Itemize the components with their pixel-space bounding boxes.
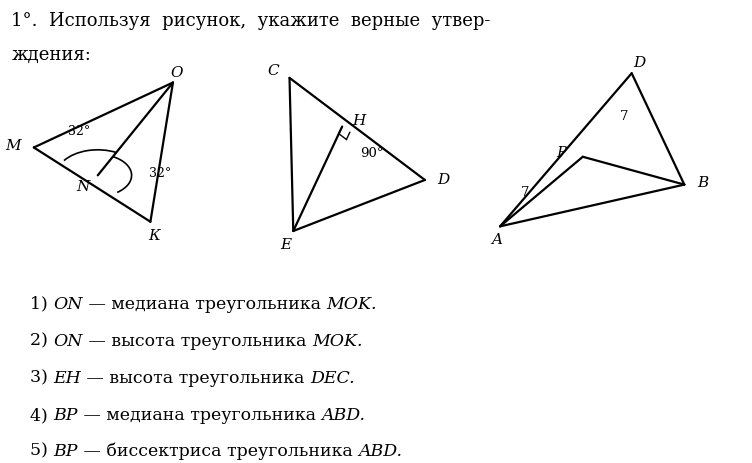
Text: 4): 4): [30, 406, 53, 423]
Text: — высота треугольника: — высота треугольника: [83, 332, 312, 349]
Text: O: O: [171, 66, 183, 80]
Text: К: К: [148, 228, 160, 242]
Text: B: B: [698, 176, 708, 190]
Text: 2): 2): [30, 332, 53, 349]
Text: 1): 1): [30, 295, 53, 312]
Text: ON: ON: [53, 295, 83, 312]
Text: 7: 7: [620, 109, 628, 122]
Text: DEC.: DEC.: [310, 369, 355, 386]
Text: 3): 3): [30, 369, 53, 386]
Text: P: P: [556, 146, 567, 160]
Text: A: A: [491, 233, 502, 247]
Text: MOK.: MOK.: [312, 332, 362, 349]
Text: ABD.: ABD.: [358, 442, 402, 459]
Text: ABD.: ABD.: [321, 406, 365, 423]
Text: — высота треугольника: — высота треугольника: [81, 369, 310, 386]
Text: BP: BP: [53, 442, 78, 459]
Text: D: D: [438, 173, 450, 187]
Text: 7: 7: [520, 186, 529, 199]
Text: 32°: 32°: [68, 125, 90, 138]
Text: 1°.  Используя  рисунок,  укажите  верные  утвер-: 1°. Используя рисунок, укажите верные ут…: [11, 12, 490, 30]
Text: ON: ON: [53, 332, 83, 349]
Text: MOK.: MOK.: [326, 295, 377, 312]
Text: 90°: 90°: [360, 146, 384, 159]
Text: E: E: [280, 238, 291, 251]
Text: BP: BP: [53, 406, 77, 423]
Text: ждения:: ждения:: [11, 46, 91, 64]
Text: D: D: [633, 56, 645, 69]
Text: 5): 5): [30, 442, 53, 459]
Text: — биссектриса треугольника: — биссектриса треугольника: [78, 441, 358, 459]
Text: N: N: [76, 179, 89, 193]
Text: C: C: [267, 63, 279, 77]
Text: M: M: [5, 139, 20, 153]
Text: H: H: [352, 113, 365, 127]
Text: — медиана треугольника: — медиана треугольника: [83, 295, 326, 312]
Text: 32°: 32°: [149, 167, 171, 180]
Text: EH: EH: [53, 369, 81, 386]
Text: — медиана треугольника: — медиана треугольника: [77, 406, 321, 423]
